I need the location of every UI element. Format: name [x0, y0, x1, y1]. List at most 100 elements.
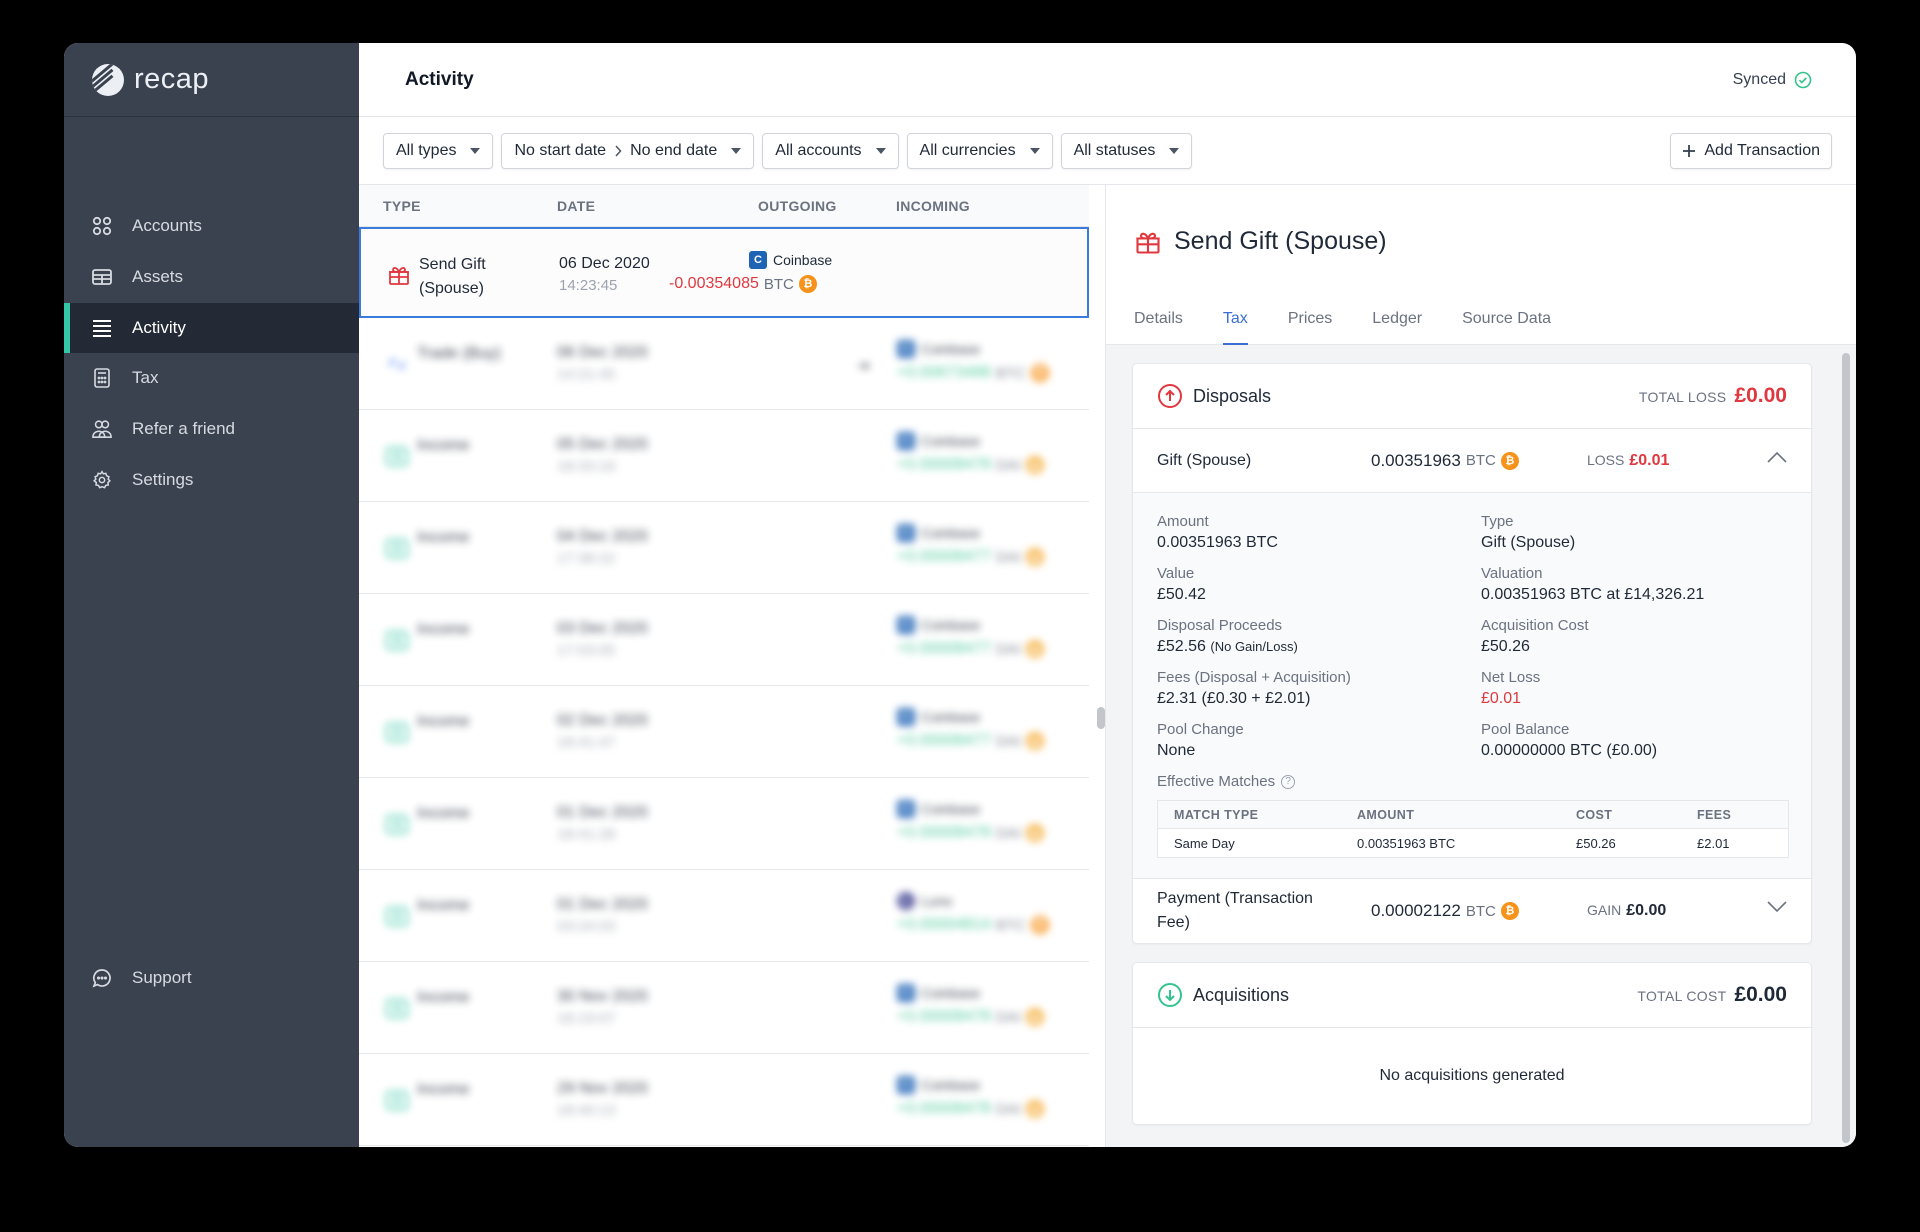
row-date: 06 Dec 2020: [557, 344, 648, 361]
table-row[interactable]: Income 04 Dec 2020 17:38:22 C Coinbase +0…: [359, 502, 1089, 594]
sidebar-item-refer-a-friend[interactable]: Refer a friend: [64, 404, 359, 454]
row-incoming-amount: +0.00008478 DAI ◈: [897, 1100, 1044, 1118]
disposals-title: Disposals: [1193, 385, 1272, 406]
bitcoin-icon: ₿: [1030, 364, 1049, 382]
income-icon: [385, 906, 409, 927]
tab-tax[interactable]: Tax: [1222, 310, 1248, 345]
logo[interactable]: recap: [64, 43, 359, 117]
disposal-row-fee[interactable]: Payment (Transaction Fee) 0.00002122 BTC…: [1133, 879, 1811, 943]
table-row[interactable]: Income 01 Dec 2020 18:41:28 C Coinbase +0…: [359, 778, 1089, 870]
coinbase-logo-icon: C: [897, 984, 915, 1002]
type-filter-value: All types: [396, 141, 457, 159]
income-icon: [385, 1090, 409, 1111]
table-row[interactable]: Income 03 Dec 2020 17:03:05 C Coinbase +0…: [359, 594, 1089, 686]
currency-filter-value: All currencies: [919, 141, 1016, 159]
acquisitions-empty-state: No acquisitions generated: [1379, 1067, 1565, 1084]
row-date: 02 Dec 2020: [557, 712, 648, 729]
row-incoming-amount: +0.00008477 DAI ◈: [897, 548, 1044, 566]
caret-down-icon: [470, 147, 481, 154]
list-header: TYPE DATE OUTGOING INCOMING: [359, 185, 1089, 227]
row-time: 18:41:28: [557, 826, 616, 843]
sidebar-item-activity[interactable]: Activity: [64, 302, 359, 353]
sync-status-label: Synced: [1732, 70, 1786, 88]
account-filter-dropdown[interactable]: All accounts: [762, 132, 899, 169]
row-type: Income: [417, 621, 470, 638]
row-time: 18:19:07: [557, 1010, 616, 1027]
row-incoming-amount: +0.00673488 BTC ₿: [897, 364, 1049, 382]
total-loss-value: £0.00: [1734, 384, 1787, 407]
gift-icon: [1136, 232, 1160, 254]
row-date: 01 Dec 2020: [557, 896, 648, 913]
sidebar-item-tax[interactable]: Tax: [64, 353, 359, 403]
tab-details[interactable]: Details: [1134, 310, 1183, 327]
detail-tabs: Details Tax Prices Ledger Source Data: [1134, 310, 1552, 345]
row-type: Send Gift (Spouse): [419, 256, 486, 297]
bitcoin-icon: ₿: [1500, 451, 1519, 470]
income-icon: [385, 722, 409, 743]
list-scrollbar[interactable]: [1097, 707, 1105, 729]
type-filter-dropdown[interactable]: All types: [383, 132, 494, 169]
row-time: 14:23:45: [559, 277, 618, 294]
row-incoming-amount: +0.00008478 DAI ◈: [897, 456, 1044, 474]
disposal-row-gift[interactable]: Gift (Spouse) 0.00351963 BTC ₿ LOSS £0.0…: [1133, 429, 1811, 493]
row-account: C Coinbase: [897, 1076, 980, 1094]
app-window: recap Accounts Assets Activity: [64, 43, 1856, 1147]
coinbase-logo-icon: C: [897, 340, 915, 358]
detail-scrollbar[interactable]: [1842, 353, 1850, 1143]
row-date: 05 Dec 2020: [557, 436, 648, 453]
help-icon[interactable]: ?: [1281, 774, 1296, 789]
caret-down-icon: [731, 147, 742, 154]
row-type: Income: [417, 713, 470, 730]
row-type: Income: [417, 437, 470, 454]
chevron-down-icon[interactable]: [1767, 901, 1787, 913]
table-row: Same Day 0.00351963 BTC £50.26 £2.01: [1174, 835, 1730, 851]
date-range-filter-dropdown[interactable]: No start date No end date: [501, 132, 755, 169]
table-row[interactable]: Income 02 Dec 2020 18:41:47 C Coinbase +0…: [359, 686, 1089, 778]
table-row[interactable]: Send Gift (Spouse) 06 Dec 2020 14:23:45 …: [359, 227, 1089, 318]
transaction-list: TYPE DATE OUTGOING INCOMING Send Gift (S…: [359, 185, 1106, 1147]
table-row[interactable]: Income 29 Nov 2020 18:40:13 C Coinbase +0…: [359, 1054, 1089, 1146]
main-area: Activity Synced All types No start date …: [359, 43, 1856, 1147]
transaction-rows: Send Gift (Spouse) 06 Dec 2020 14:23:45 …: [359, 227, 1089, 1146]
row-time: 14:21:45: [557, 366, 616, 383]
sidebar-item-label: Tax: [132, 368, 159, 388]
sidebar-item-label: Activity: [132, 317, 186, 337]
table-icon: [92, 267, 112, 287]
table-row[interactable]: Income 05 Dec 2020 18:33:16 C Coinbase +0…: [359, 410, 1089, 502]
sidebar-item-assets[interactable]: Assets: [64, 252, 359, 302]
arrow-up-circle-icon: [1158, 384, 1182, 408]
sidebar-item-settings[interactable]: Settings: [64, 455, 359, 505]
table-row[interactable]: Income 01 Dec 2020 03:24:03 L Luno +0.000…: [359, 870, 1089, 962]
sidebar-item-support[interactable]: Support: [64, 953, 359, 1003]
bitcoin-icon: ₿: [798, 275, 817, 293]
add-transaction-button[interactable]: Add Transaction: [1670, 132, 1832, 169]
caret-down-icon: [875, 147, 886, 154]
coinbase-logo-icon: C: [897, 1076, 915, 1094]
tab-source-data[interactable]: Source Data: [1462, 310, 1552, 327]
column-header-incoming: INCOMING: [896, 197, 970, 214]
table-row[interactable]: Trade (Buy) 06 Dec 2020 14:21:45 ➔ C Coin…: [359, 318, 1089, 410]
status-filter-dropdown[interactable]: All statuses: [1060, 132, 1193, 169]
income-icon: [385, 630, 409, 651]
add-transaction-label: Add Transaction: [1704, 141, 1820, 159]
tab-prices[interactable]: Prices: [1287, 310, 1333, 327]
sidebar-item-accounts[interactable]: Accounts: [64, 201, 359, 251]
table-row[interactable]: Income 30 Nov 2020 18:19:07 C Coinbase +0…: [359, 962, 1089, 1054]
app-name: recap: [134, 63, 210, 95]
row-type: Trade (Buy): [417, 345, 501, 362]
gift-icon: [389, 267, 409, 285]
calculator-icon: [92, 368, 112, 389]
account-filter-value: All accounts: [775, 141, 862, 159]
chevron-up-icon[interactable]: [1767, 451, 1787, 463]
row-account: C Coinbase: [897, 340, 980, 358]
row-date: 04 Dec 2020: [557, 528, 648, 545]
tab-ledger[interactable]: Ledger: [1372, 310, 1423, 327]
users-icon: [92, 419, 112, 439]
disposal-details: Amount 0.00351963 BTC Type Gift (Spouse) V…: [1133, 493, 1811, 879]
recap-logo-icon: [92, 63, 124, 96]
row-time: 03:24:03: [557, 918, 616, 935]
currency-filter-dropdown[interactable]: All currencies: [906, 132, 1053, 169]
total-cost-label: TOTAL COST: [1637, 988, 1727, 1004]
row-type: Income: [417, 529, 470, 546]
coinbase-logo-icon: C: [897, 616, 915, 634]
